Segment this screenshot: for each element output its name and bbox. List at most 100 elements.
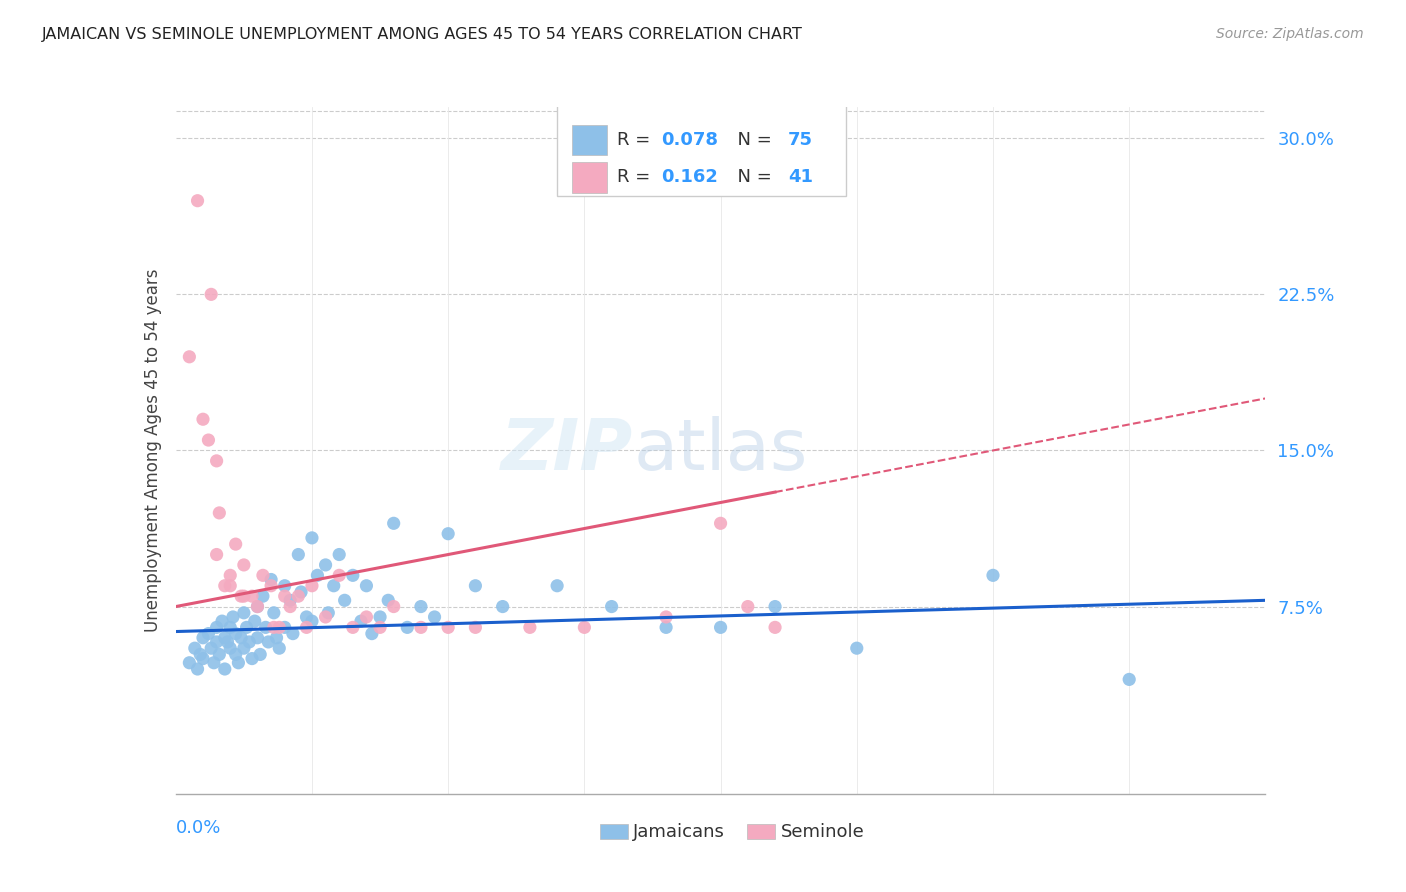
Point — [360, 626, 382, 640]
Point — [188, 648, 211, 662]
Point — [246, 631, 269, 645]
Point — [249, 648, 271, 662]
Point — [252, 589, 274, 603]
Point — [437, 620, 460, 634]
Text: 41: 41 — [789, 169, 813, 186]
Point — [179, 350, 201, 364]
Point — [377, 593, 399, 607]
Point — [301, 614, 323, 628]
Point — [1118, 673, 1140, 687]
Point — [287, 548, 309, 562]
Point — [423, 610, 446, 624]
Point — [217, 635, 239, 649]
Point — [214, 631, 236, 645]
Point — [231, 589, 253, 603]
Text: Jamaicans: Jamaicans — [633, 822, 725, 840]
Point — [290, 585, 312, 599]
Point — [186, 194, 209, 208]
Text: 75: 75 — [789, 130, 813, 149]
Text: JAMAICAN VS SEMINOLE UNEMPLOYMENT AMONG AGES 45 TO 54 YEARS CORRELATION CHART: JAMAICAN VS SEMINOLE UNEMPLOYMENT AMONG … — [42, 27, 803, 42]
Point — [179, 656, 201, 670]
Point — [225, 648, 247, 662]
Point — [240, 651, 263, 665]
Point — [315, 610, 337, 624]
Point — [464, 579, 486, 593]
Text: R =: R = — [617, 169, 657, 186]
Text: 0.0%: 0.0% — [176, 819, 221, 838]
Point — [208, 648, 231, 662]
Point — [205, 454, 228, 468]
Point — [600, 599, 623, 614]
Point — [342, 620, 364, 634]
FancyBboxPatch shape — [599, 824, 628, 839]
Point — [214, 579, 236, 593]
Point — [763, 620, 786, 634]
Text: 0.162: 0.162 — [661, 169, 717, 186]
Y-axis label: Unemployment Among Ages 45 to 54 years: Unemployment Among Ages 45 to 54 years — [143, 268, 162, 632]
Point — [710, 620, 733, 634]
Point — [197, 433, 219, 447]
Point — [228, 656, 250, 670]
Point — [214, 662, 236, 676]
Point — [546, 579, 568, 593]
Point — [205, 635, 228, 649]
Text: ZIP: ZIP — [501, 416, 633, 485]
Point — [231, 631, 253, 645]
Point — [191, 631, 214, 645]
Point — [274, 620, 297, 634]
Point — [350, 614, 373, 628]
Text: Source: ZipAtlas.com: Source: ZipAtlas.com — [1216, 27, 1364, 41]
Point — [328, 548, 350, 562]
Point — [235, 620, 257, 634]
Point — [225, 626, 247, 640]
FancyBboxPatch shape — [572, 162, 607, 193]
Point — [333, 593, 356, 607]
Point — [278, 593, 301, 607]
Point — [238, 635, 260, 649]
Point — [232, 641, 254, 656]
Point — [191, 412, 214, 426]
Point — [232, 606, 254, 620]
Point — [737, 599, 759, 614]
Point — [219, 641, 242, 656]
FancyBboxPatch shape — [557, 103, 846, 196]
Point — [254, 620, 277, 634]
Point — [202, 656, 225, 670]
Point — [301, 531, 323, 545]
Point — [356, 579, 378, 593]
Point — [295, 610, 318, 624]
Point — [260, 573, 283, 587]
Text: atlas: atlas — [633, 416, 808, 485]
Point — [307, 568, 329, 582]
Point — [260, 579, 283, 593]
Text: N =: N = — [725, 169, 778, 186]
Point — [710, 516, 733, 531]
Point — [845, 641, 868, 656]
Point — [274, 579, 297, 593]
Point — [409, 599, 432, 614]
Point — [269, 641, 291, 656]
Point — [225, 537, 247, 551]
Point — [246, 599, 269, 614]
Text: 0.078: 0.078 — [661, 130, 717, 149]
Point — [368, 610, 391, 624]
Point — [278, 599, 301, 614]
FancyBboxPatch shape — [747, 824, 775, 839]
Point — [243, 614, 266, 628]
Point — [655, 620, 678, 634]
Point — [186, 662, 209, 676]
Text: R =: R = — [617, 130, 657, 149]
Point — [184, 641, 207, 656]
Point — [409, 620, 432, 634]
Point — [219, 620, 242, 634]
Point — [519, 620, 541, 634]
Point — [205, 620, 228, 634]
Point — [266, 631, 288, 645]
FancyBboxPatch shape — [572, 125, 607, 155]
Point — [232, 589, 254, 603]
Point — [200, 641, 222, 656]
Point — [315, 558, 337, 572]
Point — [240, 589, 263, 603]
Point — [322, 579, 344, 593]
Point — [205, 548, 228, 562]
